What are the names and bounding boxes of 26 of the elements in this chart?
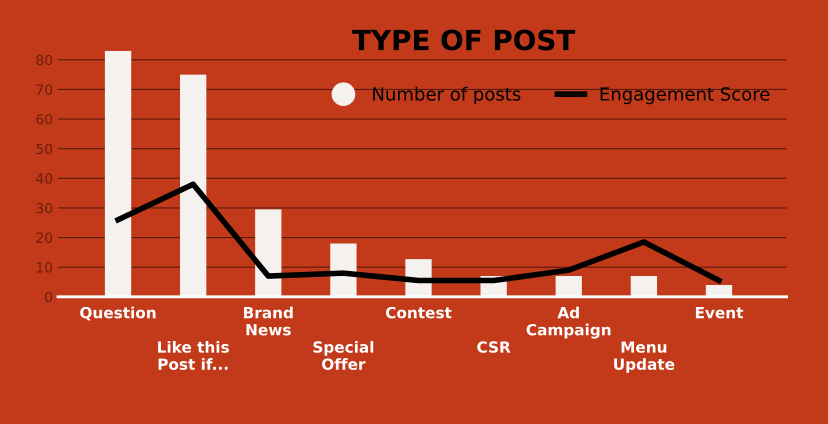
y-tick-label: 0 [45, 292, 52, 302]
x-tick-label: Special Offer [313, 341, 374, 370]
x-tick-label: Event [696, 307, 744, 318]
legend-label: Engagement Score [600, 87, 770, 104]
y-tick-label: 40 [36, 173, 52, 184]
y-tick-label: 70 [36, 84, 52, 95]
x-tick-label: Brand News [244, 306, 293, 336]
x-tick-label: Ad Campaign [526, 306, 610, 339]
x-tick-label: CSR [477, 341, 510, 353]
y-tick-label: 30 [36, 202, 52, 214]
x-tick-label: Contest [386, 306, 452, 318]
bar [180, 74, 206, 297]
bar [630, 276, 658, 297]
y-tick-label: 60 [36, 114, 52, 124]
y-tick-label: 10 [36, 262, 52, 273]
bar [104, 50, 132, 297]
y-tick-label: 50 [36, 144, 52, 154]
x-tick-label: Like this Post if... [158, 341, 229, 370]
bar [255, 209, 282, 297]
legend-label: Number of posts [373, 86, 520, 104]
x-tick-label: Menu Update [614, 341, 674, 373]
bar [556, 276, 582, 297]
chart-title: TYPE OF POST [352, 29, 576, 50]
y-tick-label: 20 [36, 232, 52, 244]
x-tick-label: Question [80, 306, 156, 320]
y-tick-label: 80 [36, 54, 52, 66]
